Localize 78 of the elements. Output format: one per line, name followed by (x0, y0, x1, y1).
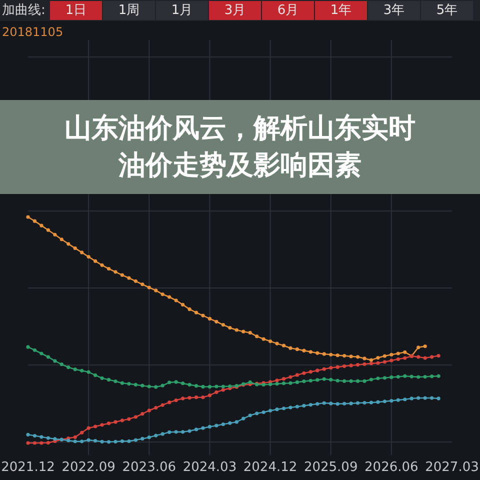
point (403, 350, 407, 354)
point (160, 292, 164, 296)
point (302, 348, 306, 352)
point (86, 254, 90, 259)
point (147, 286, 151, 290)
point (127, 276, 131, 280)
text: 6月 (262, 1, 314, 20)
x-tick-label: 2025.09 (304, 460, 358, 475)
text: 1年 (315, 1, 367, 20)
point (248, 330, 252, 335)
point (26, 215, 30, 219)
text: 1日 (50, 1, 102, 20)
point (242, 330, 246, 334)
point (154, 288, 158, 292)
point (268, 340, 272, 344)
point (316, 351, 320, 355)
point (208, 316, 212, 320)
point (390, 352, 394, 356)
point (255, 334, 259, 338)
point (295, 347, 300, 352)
point (322, 352, 326, 356)
text: 3年 (368, 1, 420, 20)
point (180, 302, 185, 306)
point (174, 298, 178, 302)
point (140, 282, 144, 286)
text: 加曲线: (2, 2, 46, 20)
point (369, 358, 374, 362)
point (114, 270, 118, 274)
x-tick-label: 2024.12 (243, 460, 298, 475)
point (329, 352, 333, 356)
point (342, 354, 346, 358)
point (234, 328, 238, 332)
point (94, 259, 98, 263)
point (60, 238, 64, 242)
point (40, 224, 44, 228)
point (46, 228, 50, 232)
point (396, 352, 400, 356)
point (308, 350, 312, 354)
point (32, 219, 37, 223)
point (214, 320, 218, 324)
point (73, 246, 77, 250)
x-tick-label: 2027.03 (425, 460, 479, 475)
point (188, 307, 192, 312)
point (194, 310, 198, 314)
text: 1周 (103, 1, 155, 20)
point (221, 323, 225, 327)
x-tick-label: 2021.12 (1, 460, 55, 475)
point (356, 355, 360, 359)
text: 20181105 (2, 25, 64, 39)
point (282, 344, 286, 348)
point (100, 263, 104, 267)
chart-title: 山东油价风云，解析山东实时油价走势及影响因素 (64, 112, 416, 183)
text: 1月 (156, 1, 208, 20)
point (349, 354, 353, 358)
text: 5年 (421, 1, 473, 20)
point (423, 344, 427, 348)
point (336, 354, 340, 358)
x-tick-label: 2022.09 (62, 460, 116, 475)
point (416, 346, 420, 350)
point (376, 356, 380, 360)
x-tick-label: 2024.03 (182, 460, 237, 475)
text: 3月 (209, 1, 261, 20)
point (382, 354, 386, 358)
point (106, 266, 111, 271)
point (80, 250, 84, 254)
point (134, 279, 138, 283)
point (362, 356, 366, 360)
point (201, 314, 205, 318)
point (275, 342, 279, 346)
point (120, 273, 124, 277)
point (53, 232, 57, 236)
x-tick-label: 2026.06 (364, 460, 418, 475)
point (66, 242, 70, 246)
point (288, 346, 292, 350)
x-tick-label: 2023.06 (122, 460, 176, 475)
point (262, 337, 266, 341)
point (168, 295, 172, 299)
point (228, 326, 232, 330)
